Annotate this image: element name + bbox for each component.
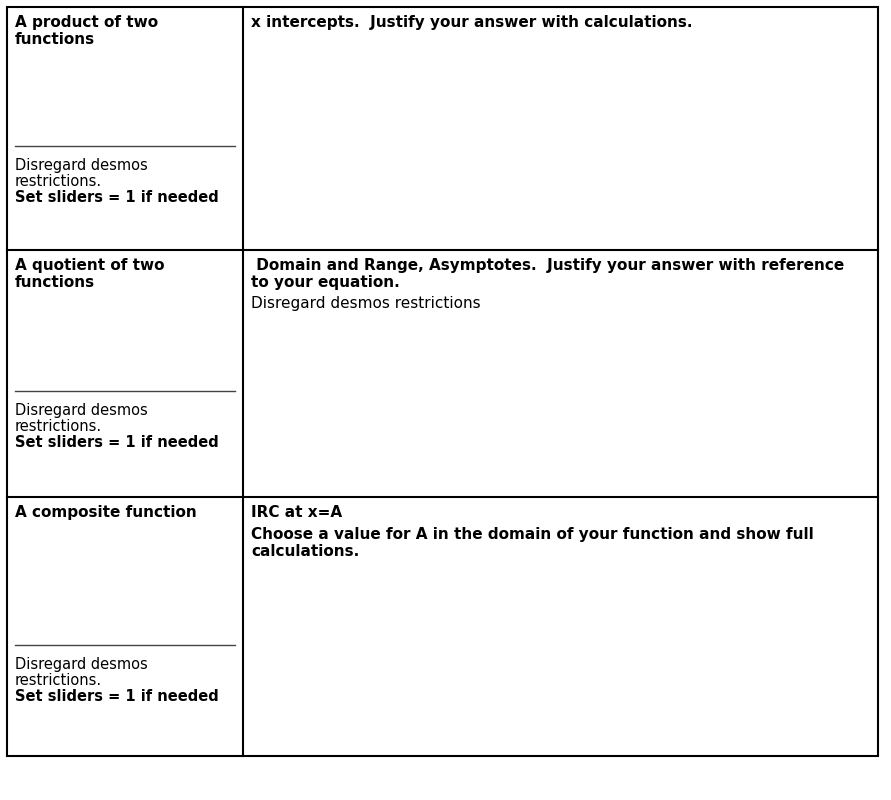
Text: restrictions.: restrictions. xyxy=(15,673,102,688)
Text: Disregard desmos: Disregard desmos xyxy=(15,158,148,173)
Text: restrictions.: restrictions. xyxy=(15,418,102,434)
Text: restrictions.: restrictions. xyxy=(15,174,102,189)
Text: Disregard desmos: Disregard desmos xyxy=(15,402,148,418)
Text: Choose a value for A in the domain of your function and show full
calculations.: Choose a value for A in the domain of yo… xyxy=(251,527,813,559)
Text: Set sliders = 1 if needed: Set sliders = 1 if needed xyxy=(15,434,219,450)
Text: x intercepts.  Justify your answer with calculations.: x intercepts. Justify your answer with c… xyxy=(251,15,692,30)
Text: Disregard desmos: Disregard desmos xyxy=(15,657,148,672)
Text: Set sliders = 1 if needed: Set sliders = 1 if needed xyxy=(15,190,219,205)
Text: Domain and Range, Asymptotes.  Justify your answer with reference
to your equati: Domain and Range, Asymptotes. Justify yo… xyxy=(251,258,845,290)
Text: A quotient of two
functions: A quotient of two functions xyxy=(15,258,165,290)
Text: A composite function: A composite function xyxy=(15,505,197,520)
Text: Set sliders = 1 if needed: Set sliders = 1 if needed xyxy=(15,689,219,704)
Text: IRC at x=A: IRC at x=A xyxy=(251,505,342,520)
Text: A product of two
functions: A product of two functions xyxy=(15,15,158,47)
Text: Disregard desmos restrictions: Disregard desmos restrictions xyxy=(251,296,480,311)
